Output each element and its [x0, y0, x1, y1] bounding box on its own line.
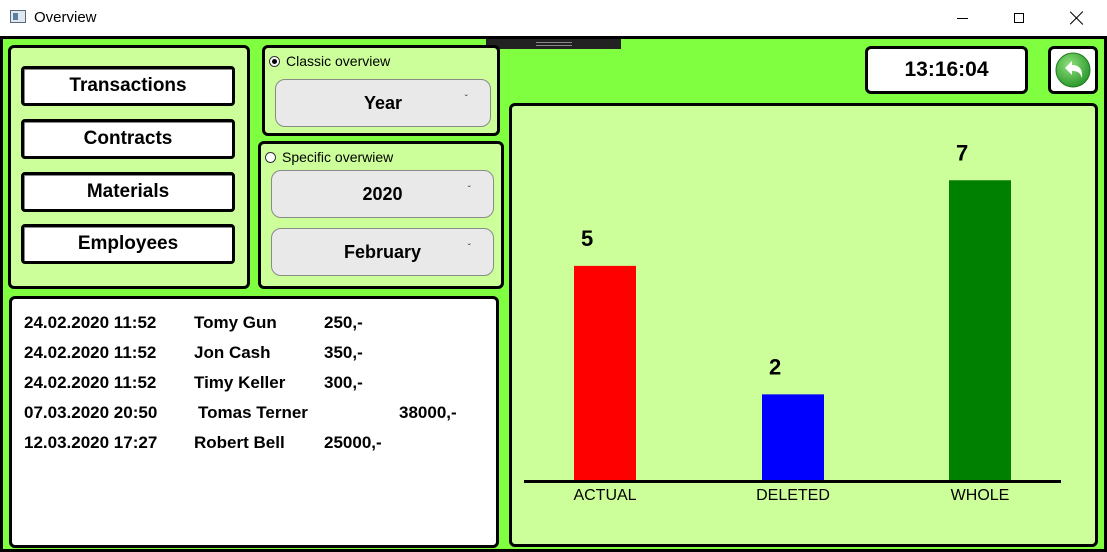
bar-whole [949, 180, 1011, 480]
close-button[interactable] [1048, 0, 1106, 36]
materials-button[interactable]: Materials [21, 172, 235, 212]
classic-overview-radio[interactable]: Classic overview [269, 53, 390, 69]
close-icon [1070, 11, 1084, 25]
transaction-amount: 300,- [324, 373, 363, 392]
nav-panel: Transactions Contracts Materials Employe… [8, 45, 250, 289]
employees-button[interactable]: Employees [21, 224, 235, 264]
transaction-amount: 350,- [324, 343, 363, 362]
transaction-datetime: 24.02.2020 11:52 [24, 343, 157, 362]
specific-overview-panel: Specific overwiew 2020 ˇ February ˇ [258, 141, 504, 289]
transaction-datetime: 24.02.2020 11:52 [24, 373, 157, 392]
transaction-amount: 25000,- [324, 433, 382, 452]
transaction-name: Tomas Terner [198, 403, 308, 422]
chevron-down-icon: ˇ [467, 243, 471, 254]
transaction-name: Timy Keller [194, 373, 286, 392]
year-select[interactable]: 2020 ˇ [271, 170, 494, 218]
client-area: Transactions Contracts Materials Employe… [0, 36, 1107, 552]
window-title: Overview [34, 9, 97, 26]
back-arrow-icon [1055, 52, 1091, 88]
contracts-button[interactable]: Contracts [21, 119, 235, 159]
period-select-value: Year [363, 92, 403, 113]
specific-overview-label: Specific overwiew [282, 149, 394, 165]
minimize-icon [956, 17, 968, 19]
title-bar: Overview [0, 0, 1107, 36]
maximize-icon [1014, 13, 1024, 23]
transaction-datetime: 24.02.2020 11:52 [24, 313, 157, 332]
transaction-name: Robert Bell [194, 433, 285, 452]
bar-value-label: 2 [769, 354, 781, 379]
clock-display: 13:16:04 [865, 46, 1028, 94]
category-label: WHOLE [951, 487, 1010, 504]
chart-panel: 5 ACTUAL 2 DELETED 7 WHOLE [509, 103, 1098, 547]
transaction-datetime: 07.03.2020 20:50 [24, 403, 158, 422]
maximize-button[interactable] [990, 0, 1048, 36]
specific-overview-radio[interactable]: Specific overwiew [265, 149, 393, 165]
month-select[interactable]: February ˇ [271, 228, 494, 276]
classic-overview-panel: Classic overview Year ˇ [262, 45, 500, 136]
minimize-button[interactable] [933, 0, 991, 36]
transaction-name: Jon Cash [194, 343, 271, 362]
category-label: DELETED [756, 487, 830, 504]
drag-handle[interactable] [486, 39, 621, 49]
app-window-icon [10, 10, 26, 23]
radio-checked-icon [269, 55, 280, 67]
bar-value-label: 5 [581, 226, 593, 251]
transaction-name: Tomy Gun [194, 313, 277, 332]
bar-actual [574, 265, 636, 480]
month-select-value: February [343, 241, 422, 262]
bar-chart: 5 ACTUAL 2 DELETED 7 WHOLE [524, 140, 1061, 504]
transaction-amount: 250,- [324, 313, 363, 332]
transactions-list: 24.02.2020 11:52 Tomy Gun 250,- 24.02.2020 … [9, 296, 499, 548]
category-label: ACTUAL [573, 487, 636, 504]
chevron-down-icon: ˇ [464, 94, 468, 105]
year-select-value: 2020 [362, 183, 403, 204]
bar-deleted [762, 394, 824, 480]
bar-value-label: 7 [956, 140, 968, 165]
period-select[interactable]: Year ˇ [275, 79, 491, 127]
classic-overview-label: Classic overview [286, 53, 391, 69]
transaction-datetime: 12.03.2020 17:27 [24, 433, 158, 452]
back-button[interactable] [1048, 46, 1098, 94]
radio-unchecked-icon [265, 151, 276, 163]
chevron-down-icon: ˇ [467, 185, 471, 196]
transaction-amount: 38000,- [399, 403, 457, 422]
transactions-button[interactable]: Transactions [21, 66, 235, 106]
